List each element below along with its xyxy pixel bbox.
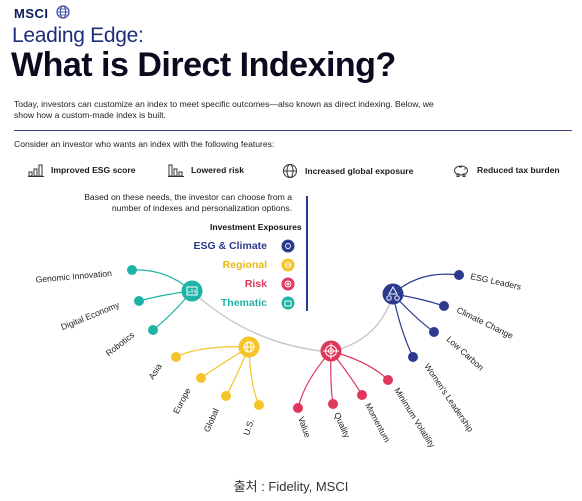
legend-dots (281, 239, 295, 310)
branch-label: Minimum Volatility (392, 386, 437, 450)
branch-label: Global (202, 407, 221, 434)
feature-global: Increased global exposure (282, 163, 413, 179)
branch-label: U.S. (241, 418, 256, 437)
branch-label: Robotics (104, 330, 137, 358)
thematic-node (148, 325, 158, 335)
exposures-heading: Investment Exposures (210, 222, 302, 232)
feature-label: Increased global exposure (305, 166, 414, 176)
branch-label: Europe (171, 386, 193, 415)
esg-node (408, 352, 418, 362)
source-caption: 출처 : Fidelity, MSCI (233, 479, 349, 494)
thematic-node (134, 296, 144, 306)
esg-node (429, 327, 439, 337)
panel-divider (306, 196, 308, 311)
page-title: What is Direct Indexing? (11, 46, 396, 84)
risk-branches (297, 350, 389, 409)
kicker-heading: Leading Edge: (12, 24, 144, 47)
globe-icon (282, 163, 298, 179)
branch-label: Momentum (363, 401, 392, 444)
choose-text: Based on these needs, the investor can c… (84, 192, 292, 213)
divider (14, 130, 572, 131)
regional-node (171, 352, 181, 362)
esg-node (454, 270, 464, 280)
intro-text: Today, investors can customize an index … (14, 99, 434, 120)
exposure-thematic-label: Thematic (220, 297, 267, 309)
branch-label: Value (296, 415, 313, 439)
branch-label: Digital Economy (59, 299, 121, 332)
exposure-esg-label: ESG & Climate (193, 240, 267, 252)
consider-text: Consider an investor who wants an index … (14, 139, 275, 149)
risk-node (328, 399, 338, 409)
risk-node (383, 375, 393, 385)
branch-label: ESG Leaders (470, 271, 523, 292)
risk-node (357, 390, 367, 400)
branch-label: Low Carbon (445, 334, 486, 373)
regional-node (196, 373, 206, 383)
feature-risk: Lowered risk (168, 163, 244, 177)
feature-label: Reduced tax burden (477, 165, 560, 175)
branch-label: Quality (332, 411, 352, 440)
branch-label: Genomic Innovation (35, 268, 112, 285)
feature-esg: Improved ESG score (28, 163, 136, 177)
branch-label: Asia (146, 362, 163, 382)
exposure-risk-label: Risk (244, 278, 267, 290)
feature-label: Lowered risk (191, 165, 245, 175)
feature-tax: Reduced tax burden (452, 163, 560, 177)
regional-node (254, 400, 264, 410)
exposure-regional-label: Regional (222, 259, 267, 271)
piggy-bank-icon (452, 163, 470, 177)
branch-label: Women's Leadership (422, 362, 475, 434)
msci-globe-icon (56, 5, 70, 24)
thematic-node (127, 265, 137, 275)
risk-node (293, 403, 303, 413)
feature-label: Improved ESG score (51, 165, 136, 175)
bar-chart-down-icon (168, 163, 184, 177)
branch-label: Climate Change (455, 305, 515, 341)
msci-logo-text: MSCI (14, 6, 49, 21)
esg-node (439, 301, 449, 311)
regional-node (221, 391, 231, 401)
bar-chart-up-icon (28, 163, 44, 177)
